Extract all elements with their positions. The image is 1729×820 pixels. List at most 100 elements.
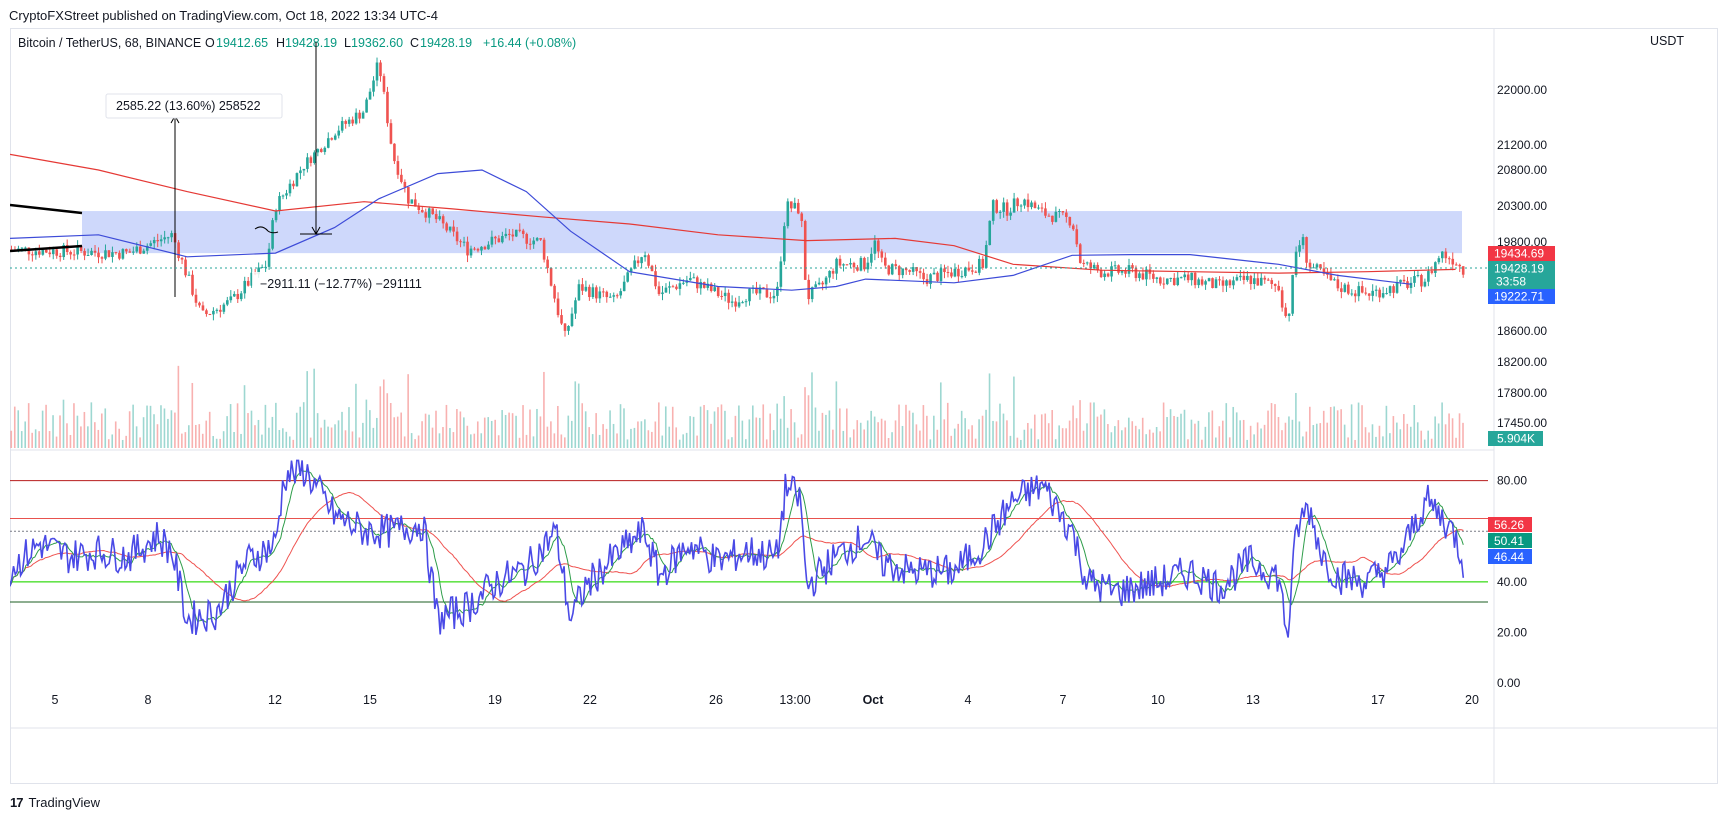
volume-bar [87,426,89,448]
volume-bar [1044,413,1047,448]
candle-body [24,247,27,249]
open-label: O [205,36,215,50]
rsi-panel[interactable] [10,459,1488,638]
candle-body [219,309,222,312]
volume-bar [456,409,458,448]
volume-bar [167,418,169,448]
candle-body [647,255,650,266]
candle-body [1099,270,1103,278]
volume-bar [696,435,698,448]
volume-bar [247,413,249,448]
candle-body [964,267,967,277]
volume-bar [577,383,580,448]
price-label: 19434.69 [1494,247,1544,261]
volume-bar [1253,434,1255,448]
volume-bar [1434,416,1436,448]
candle-body [1061,210,1065,213]
volume-bar [170,410,173,448]
volume-bar [1166,417,1168,448]
resistance-zone [82,211,1462,254]
volume-bar [69,434,72,448]
price-panel[interactable] [10,42,1494,448]
volume-bar [1322,410,1325,448]
volume-bar [459,411,462,448]
candle-body [664,287,668,293]
candle-body [870,253,873,263]
candle-body [995,200,998,213]
candle-body [675,286,678,289]
candle-body [866,262,870,270]
volume-bar [703,404,705,448]
volume-bar [219,438,221,448]
volume-bar [1409,426,1412,448]
volume-bar [226,416,228,448]
candle-body [615,295,619,297]
volume-bar [1201,439,1203,448]
candle-body [1350,293,1354,295]
price-tick-label: 18200.00 [1497,355,1547,369]
candle-body [1444,251,1448,259]
volume-bar [953,428,956,448]
candle-body [1186,274,1190,281]
candle-body [1131,265,1134,269]
candle-body [1190,272,1193,281]
candle-body [229,296,233,301]
candle-body [434,214,438,220]
candle-body [90,250,93,255]
volume-bar [1378,425,1381,448]
volume-bar [160,405,162,448]
volume-bar [1441,402,1443,448]
volume-bar [1235,412,1238,448]
volume-bar [1068,420,1071,448]
candle-body [1113,265,1117,267]
volume-bar [619,404,622,448]
volume-bar [518,437,521,448]
candle-body [943,268,946,273]
volume-bar [898,404,900,448]
volume-bar [302,402,305,448]
time-tick-label: 20 [1465,693,1479,707]
candle-body [1326,273,1329,275]
volume-bar [699,406,702,448]
chart-frame[interactable] [10,28,1718,784]
candle-body [577,284,581,301]
candle-body [608,296,612,298]
candle-body [553,285,556,299]
volume-bar [278,430,281,448]
volume-bar [1082,430,1085,448]
candle-body [111,252,114,257]
volume-bar [1302,436,1304,448]
candle-body [260,267,264,269]
volume-bar [543,371,545,448]
volume-bar [1357,402,1360,448]
candle-body [1266,279,1270,281]
candle-body [542,239,546,260]
volume-bar [651,431,653,448]
candle-body [389,123,393,144]
volume-bar [285,431,288,448]
candle-body [1287,313,1291,316]
volume-bar [389,402,392,448]
candle-body [1284,307,1287,316]
volume-bar [490,420,493,448]
volume-bar [1343,424,1346,448]
rsi-value-box [1488,549,1532,564]
candle-body [330,138,334,140]
candle-body [201,305,205,311]
volume-bar [400,412,402,448]
volume-bar [1274,404,1276,448]
candle-body [1176,277,1180,285]
candle-body [796,202,800,214]
volume-bar [1006,420,1008,448]
volume-bar [414,439,416,448]
candle-body [152,240,156,244]
candle-body [420,210,424,213]
candle-body [689,278,692,281]
volume-bar [41,410,44,448]
candle-body [501,236,504,243]
volume-bar [779,418,782,448]
candle-body [323,147,327,152]
volume-bar [1403,414,1405,448]
candle-body [744,301,748,303]
